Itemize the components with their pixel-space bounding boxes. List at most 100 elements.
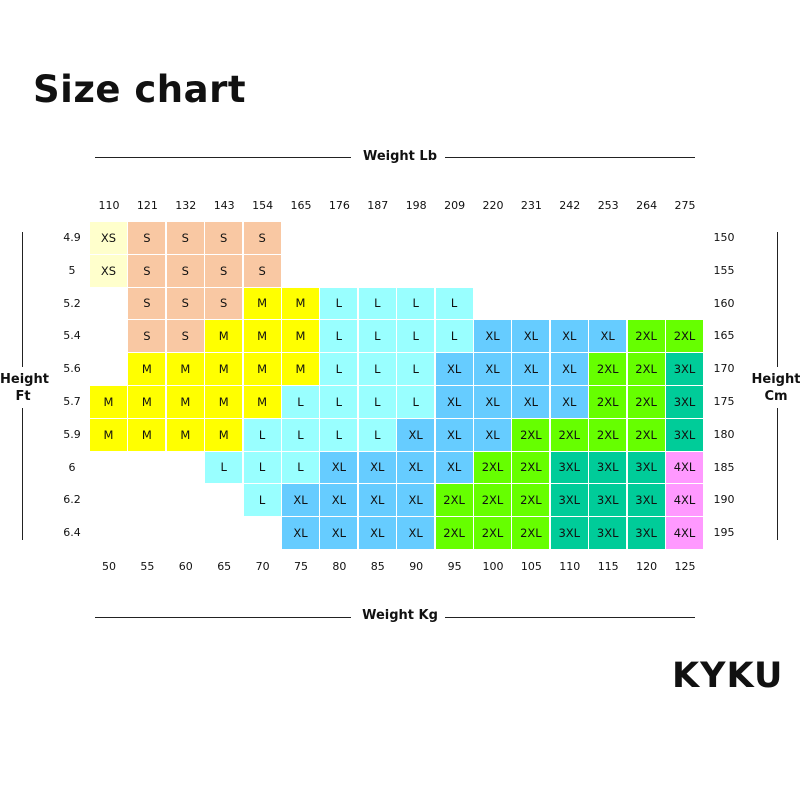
size-cell-xl: XL <box>512 320 550 353</box>
size-cell-m: M <box>128 418 166 451</box>
weight-kg-tick: 120 <box>636 560 658 573</box>
size-cell-l: L <box>358 386 396 418</box>
height-ft-tick: 5.6 <box>63 362 81 376</box>
size-cell-2xl: 2XL <box>474 517 511 549</box>
size-cell-l: L <box>358 287 396 320</box>
weight-lb-tick: 264 <box>636 199 658 212</box>
left-axis-title: Height Ft <box>0 371 49 405</box>
weight-lb-tick: 231 <box>520 199 542 212</box>
size-cell-m: M <box>128 386 166 418</box>
weight-lb-tick: 253 <box>597 199 619 212</box>
size-cell-l: L <box>282 386 319 418</box>
size-cell-m: M <box>90 386 127 418</box>
height-ft-tick: 6 <box>68 460 76 474</box>
top-axis-line-right <box>445 157 695 158</box>
weight-kg-tick: 85 <box>370 560 385 573</box>
bottom-axis-line-right <box>445 617 695 618</box>
size-cell-4xl: 4XL <box>666 451 703 484</box>
size-cell-2xl: 2XL <box>627 353 665 385</box>
size-cell-l: L <box>320 287 358 320</box>
size-cell-xl: XL <box>435 418 473 451</box>
size-cell-xl: XL <box>550 320 588 353</box>
size-cell-l: L <box>205 451 243 484</box>
weight-kg-tick: 80 <box>332 560 347 573</box>
size-cell-xl: XL <box>320 451 358 484</box>
size-cell-l: L <box>435 320 473 353</box>
weight-kg-tick: 50 <box>102 560 116 573</box>
size-cell-2xl: 2XL <box>666 320 703 353</box>
size-cell-4xl: 4XL <box>666 484 703 517</box>
size-cell-3xl: 3XL <box>589 484 627 517</box>
size-cell-xl: XL <box>358 451 396 484</box>
height-cm-tick: 160 <box>713 296 735 310</box>
weight-kg-tick: 70 <box>255 560 270 573</box>
size-cell-m: M <box>282 353 319 385</box>
size-cell-xl: XL <box>474 386 511 418</box>
size-cell-3xl: 3XL <box>550 484 588 517</box>
size-cell-xl: XL <box>358 484 396 517</box>
size-cell-2xl: 2XL <box>627 320 665 353</box>
size-cell-xl: XL <box>320 517 358 549</box>
size-cell-m: M <box>128 353 166 385</box>
size-cell-s: S <box>166 320 204 353</box>
height-ft-tick: 5.4 <box>63 329 81 343</box>
size-cell-xl: XL <box>435 353 473 385</box>
size-cell-xl: XL <box>397 418 435 451</box>
size-cell-xl: XL <box>282 517 319 549</box>
weight-kg-tick: 100 <box>482 560 504 573</box>
size-cell-3xl: 3XL <box>550 451 588 484</box>
size-cell-2xl: 2XL <box>435 484 473 517</box>
size-cell-xl: XL <box>435 451 473 484</box>
weight-lb-tick: 275 <box>674 199 696 212</box>
height-cm-tick: 180 <box>713 427 735 441</box>
size-cell-xl: XL <box>397 517 435 549</box>
size-cell-3xl: 3XL <box>627 451 665 484</box>
size-cell-2xl: 2XL <box>512 517 550 549</box>
size-cell-l: L <box>282 418 319 451</box>
bottom-axis-title: Weight Kg <box>362 608 438 623</box>
size-cell-s: S <box>166 254 204 287</box>
size-cell-l: L <box>397 353 435 385</box>
size-cell-s: S <box>128 254 166 287</box>
left-axis-line-top <box>22 232 23 367</box>
top-axis-title: Weight Lb <box>362 149 438 164</box>
size-cell-xl: XL <box>397 484 435 517</box>
right-axis-title: Height Cm <box>751 371 800 405</box>
size-cell-l: L <box>320 386 358 418</box>
size-cell-s: S <box>166 287 204 320</box>
size-cell-m: M <box>243 320 281 353</box>
size-cell-s: S <box>166 222 204 254</box>
height-cm-tick: 175 <box>713 395 735 408</box>
weight-lb-tick: 176 <box>328 199 350 212</box>
size-cell-m: M <box>166 386 204 418</box>
size-cell-m: M <box>166 353 204 385</box>
height-cm-tick: 155 <box>713 263 735 277</box>
size-cell-s: S <box>128 320 166 353</box>
size-cell-s: S <box>205 222 243 254</box>
top-axis-line-left <box>95 157 351 158</box>
weight-kg-tick: 115 <box>597 560 619 573</box>
right-axis-title-line1: Height <box>751 372 800 387</box>
right-axis-title-line2: Cm <box>764 389 788 404</box>
right-axis-line-bottom <box>777 408 778 540</box>
size-cell-m: M <box>166 418 204 451</box>
left-axis-title-line2: Ft <box>15 389 31 404</box>
size-cell-2xl: 2XL <box>435 517 473 549</box>
size-cell-xs: XS <box>90 254 127 287</box>
size-cell-m: M <box>205 418 243 451</box>
size-cell-m: M <box>243 287 281 320</box>
weight-kg-tick: 75 <box>294 560 308 573</box>
size-cell-xl: XL <box>512 386 550 418</box>
size-cell-xl: XL <box>474 320 511 353</box>
size-cell-xl: XL <box>435 386 473 418</box>
size-cell-2xl: 2XL <box>589 353 627 385</box>
size-cell-xl: XL <box>512 353 550 385</box>
size-cell-xl: XL <box>589 320 627 353</box>
size-cell-m: M <box>243 386 281 418</box>
page-title: Size chart <box>33 68 247 111</box>
weight-kg-tick: 105 <box>520 560 542 573</box>
weight-lb-tick: 220 <box>482 199 504 212</box>
height-ft-tick: 6.4 <box>63 526 81 540</box>
size-cell-m: M <box>282 287 319 320</box>
height-ft-tick: 4.9 <box>63 231 81 244</box>
